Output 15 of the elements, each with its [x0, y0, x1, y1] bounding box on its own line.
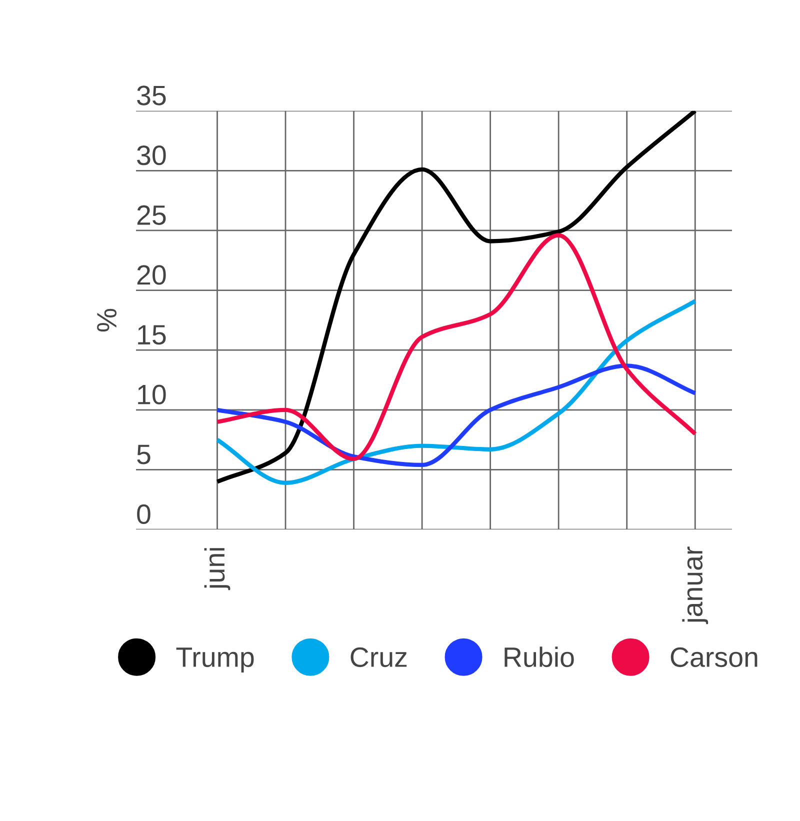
y-axis-title: % — [97, 308, 117, 332]
legend-label: Carson — [670, 647, 758, 668]
x-tick-label: juni — [204, 548, 230, 590]
y-tick-label: 25 — [137, 205, 166, 225]
y-tick-label: 0 — [137, 504, 150, 524]
y-tick-label: 30 — [137, 145, 166, 166]
y-tick-label: 10 — [138, 384, 166, 404]
y-tick-label: 35 — [137, 86, 166, 106]
y-tick-label: 15 — [138, 325, 166, 345]
legend-label: Rubio — [504, 646, 574, 668]
y-tick-label: 5 — [137, 444, 150, 464]
x-tick-label: januar — [682, 546, 708, 624]
legend-label: Trump — [176, 648, 254, 673]
y-tick-label: 20 — [137, 265, 166, 285]
legend-label: Cruz — [350, 647, 407, 668]
